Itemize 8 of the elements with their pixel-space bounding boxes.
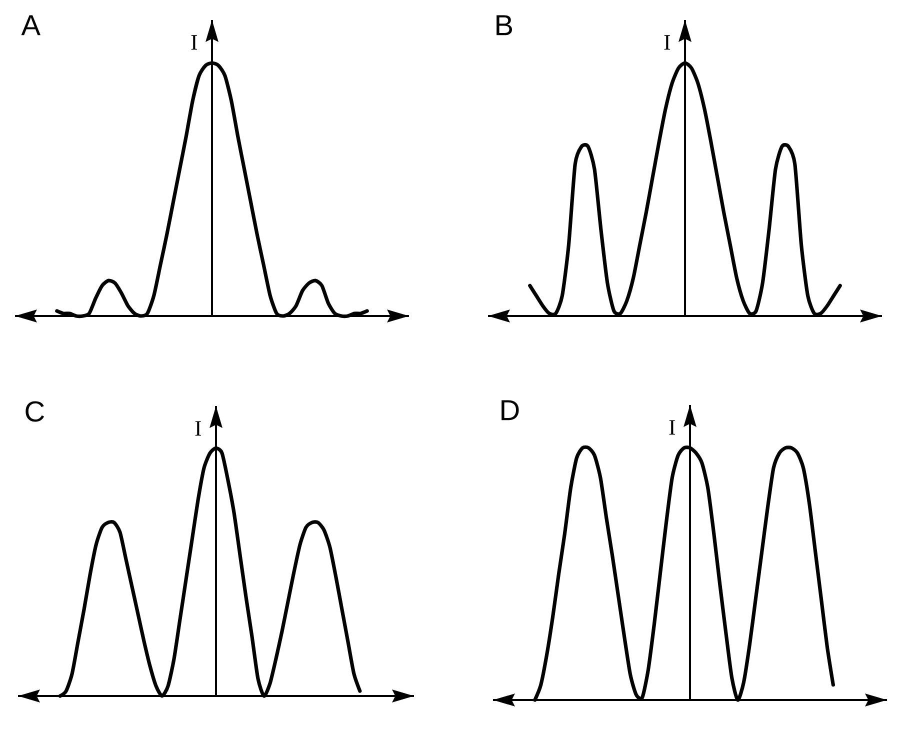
chart-title: D [502,400,519,420]
y-axis-title: I [669,420,676,435]
y-axis-title: I [664,35,670,50]
y-axis-title: I [195,421,202,436]
chart-title: B [496,15,512,36]
chart-title: C [26,401,44,422]
y-axis-title: I [191,35,198,50]
chart-title: A [21,15,40,36]
